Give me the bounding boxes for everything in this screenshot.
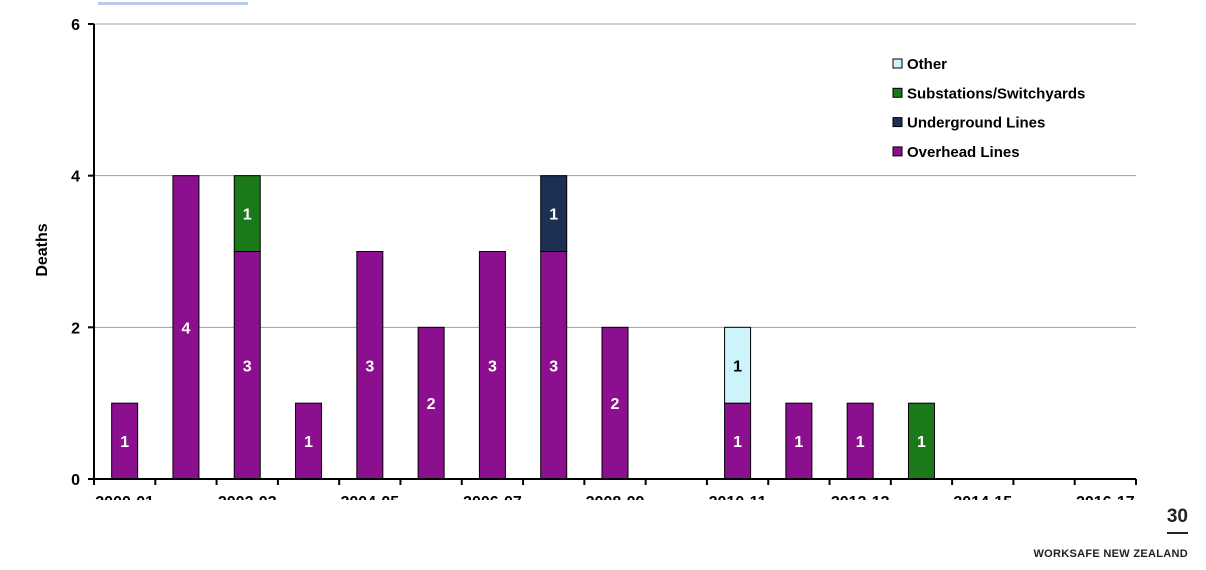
bar-segment [172,175,200,480]
y-tick-label: 6 [71,17,80,34]
legend-label: Overhead Lines [907,144,1020,161]
bar-segment [417,326,445,480]
bar-segment [724,326,752,404]
bar-segment [785,402,813,480]
data-label: 3 [549,358,558,375]
legend-label: Substations/Switchyards [907,85,1085,102]
x-tick-label: 2012-13 [831,494,890,500]
bar-segment [907,402,935,480]
data-label: 1 [243,207,252,224]
x-tick-label: 2004-05 [340,494,399,500]
legend-label: Underground Lines [907,115,1045,132]
data-label: 2 [611,396,620,413]
bar-segment [540,251,568,480]
data-label: 3 [243,358,252,375]
bar-segment [111,402,139,480]
y-axis-label: Deaths [34,223,51,276]
bar-segment [233,175,261,253]
legend-swatch [892,87,903,98]
data-label: 1 [120,434,129,451]
data-label: 1 [733,434,742,451]
legend-swatch [892,146,903,157]
page-footer: 30 WORKSAFE NEW ZEALAND [1033,506,1188,560]
bar-segment [478,251,506,480]
data-label: 3 [488,358,497,375]
data-label: 2 [427,396,436,413]
y-tick-label: 2 [71,320,80,337]
x-tick-label: 2000-01 [95,494,154,500]
x-tick-label: 2010-11 [709,494,767,500]
data-label: 1 [856,434,865,451]
legend: Other Substations/Switchyards Underground … [892,56,1085,161]
x-tick-label: 2008-09 [586,494,645,500]
y-tick-label: 0 [71,472,80,489]
y-tick-label: 4 [71,169,80,186]
page-number: 30 [1166,506,1188,534]
data-label: 1 [917,434,926,451]
legend-swatch [892,117,903,128]
data-label: 1 [794,434,803,451]
bar-segment [540,175,568,253]
page-heading-fragment [98,0,248,5]
bar-segment [724,402,752,480]
data-label: 1 [733,358,742,375]
brand-name: WORKSAFE NEW ZEALAND [1033,548,1188,560]
bar-series: 1 4 3 1 3 2 3 3 2 1 1 1 1 1 1 1 [111,175,935,480]
x-tick-label: 2016-17 [1076,494,1135,500]
bar-segment [846,402,874,480]
data-label: 4 [181,320,190,337]
data-label: 3 [365,358,374,375]
x-tick-label: 2006-07 [463,494,522,500]
legend-swatch [892,58,903,69]
x-tick-label: 2014-15 [953,494,1012,500]
data-label: 1 [304,434,313,451]
deaths-bar-chart: Deaths 1 4 3 1 3 2 3 3 2 1 1 1 1 1 1 1 0 2 4 6 2000-01 2002-… [34,17,1137,500]
legend-label: Other [907,56,947,73]
data-label: 1 [549,207,558,224]
x-tick-label: 2002-03 [218,494,277,500]
axes: 0 2 4 6 2000-01 2002-03 2004-05 2006-07 2008-09 2… [71,17,1137,500]
